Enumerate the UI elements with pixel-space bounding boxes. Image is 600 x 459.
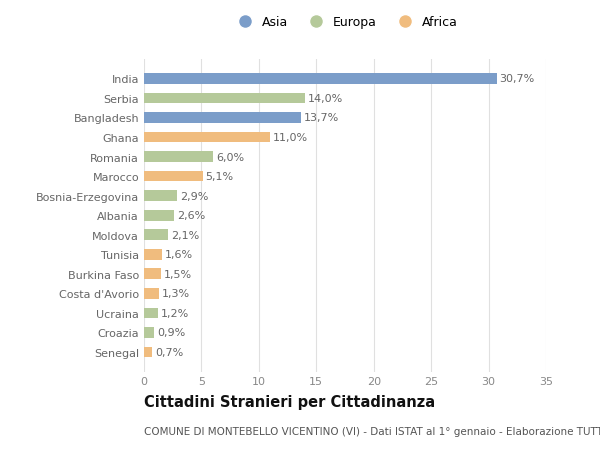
Bar — [144, 74, 497, 84]
Legend: Asia, Europa, Africa: Asia, Europa, Africa — [232, 16, 458, 29]
Text: 0,9%: 0,9% — [157, 328, 185, 338]
Text: 1,2%: 1,2% — [161, 308, 189, 318]
Bar — [144, 152, 213, 162]
Text: COMUNE DI MONTEBELLO VICENTINO (VI) - Dati ISTAT al 1° gennaio - Elaborazione TU: COMUNE DI MONTEBELLO VICENTINO (VI) - Da… — [144, 426, 600, 436]
Text: 30,7%: 30,7% — [499, 74, 535, 84]
Bar — [144, 347, 152, 358]
Bar — [144, 191, 178, 202]
Text: 6,0%: 6,0% — [216, 152, 244, 162]
Bar — [144, 308, 158, 319]
Bar — [144, 230, 168, 241]
Bar — [144, 113, 301, 123]
Text: 1,3%: 1,3% — [162, 289, 190, 299]
Bar — [144, 171, 203, 182]
Text: 5,1%: 5,1% — [205, 172, 233, 182]
Text: 13,7%: 13,7% — [304, 113, 340, 123]
Text: 11,0%: 11,0% — [273, 133, 308, 143]
Text: 2,9%: 2,9% — [180, 191, 209, 201]
Text: 2,6%: 2,6% — [177, 211, 205, 221]
Text: 14,0%: 14,0% — [308, 94, 343, 104]
Bar — [144, 327, 154, 338]
Bar — [144, 269, 161, 280]
Text: 0,7%: 0,7% — [155, 347, 183, 357]
Text: 2,1%: 2,1% — [171, 230, 199, 240]
Bar — [144, 249, 163, 260]
Bar — [144, 132, 271, 143]
Bar — [144, 288, 159, 299]
Bar — [144, 210, 174, 221]
Text: 1,5%: 1,5% — [164, 269, 192, 279]
Bar — [144, 93, 305, 104]
Text: Cittadini Stranieri per Cittadinanza: Cittadini Stranieri per Cittadinanza — [144, 394, 435, 409]
Text: 1,6%: 1,6% — [165, 250, 193, 260]
